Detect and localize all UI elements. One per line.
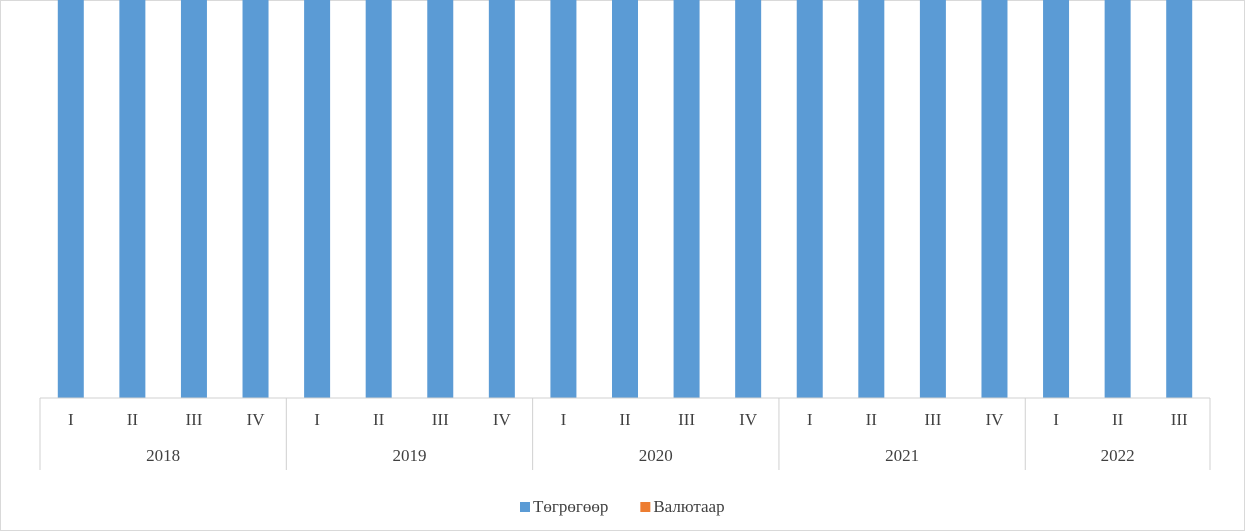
bar-segment	[1166, 0, 1193, 398]
bar-segment	[612, 0, 638, 398]
bar-segment	[858, 0, 885, 399]
x-tick-label: I	[68, 410, 74, 429]
x-tick-label: III	[924, 410, 941, 429]
x-tick-label: IV	[247, 410, 266, 429]
bar-segment	[919, 0, 946, 398]
bar-segment	[488, 0, 515, 399]
bar-segment	[427, 0, 454, 399]
bar-segment	[365, 0, 392, 398]
legend-label: Төгрөгөөр	[533, 497, 608, 516]
x-tick-label: IV	[493, 410, 512, 429]
x-tick-label: II	[127, 410, 139, 429]
x-tick-label: III	[1171, 410, 1188, 429]
x-tick-label: I	[314, 410, 320, 429]
legend-label: Валютаар	[653, 497, 724, 516]
bar-segment	[673, 0, 700, 399]
bar-segment	[57, 0, 84, 399]
bar-segment	[796, 0, 823, 399]
x-tick-label: III	[185, 410, 202, 429]
bar-segment	[1104, 0, 1131, 399]
legend-swatch	[640, 502, 651, 512]
x-tick-label: II	[619, 410, 631, 429]
x-tick-label: II	[373, 410, 385, 429]
bar-segment	[242, 0, 269, 398]
x-tick-label: I	[561, 410, 567, 429]
bar-segment	[550, 0, 577, 398]
x-tick-label: IV	[739, 410, 758, 429]
bar-segment	[981, 0, 1008, 398]
x-tick-label: II	[1112, 410, 1124, 429]
x-tick-label: I	[1053, 410, 1059, 429]
bar-segment	[1043, 0, 1070, 398]
group-label: 2021	[885, 446, 919, 465]
bar-segment	[735, 0, 762, 398]
group-label: 2022	[1101, 446, 1135, 465]
bar-segment	[119, 0, 146, 398]
group-label: 2019	[392, 446, 426, 465]
x-tick-label: IV	[985, 410, 1004, 429]
legend-swatch	[520, 502, 530, 512]
bar-segment	[304, 0, 331, 398]
x-tick-label: II	[866, 410, 878, 429]
group-label: 2018	[146, 446, 180, 465]
group-label: 2020	[639, 446, 673, 465]
x-tick-label: III	[678, 410, 695, 429]
bar-segment	[180, 0, 207, 398]
x-tick-label: III	[432, 410, 449, 429]
x-tick-label: I	[807, 410, 813, 429]
